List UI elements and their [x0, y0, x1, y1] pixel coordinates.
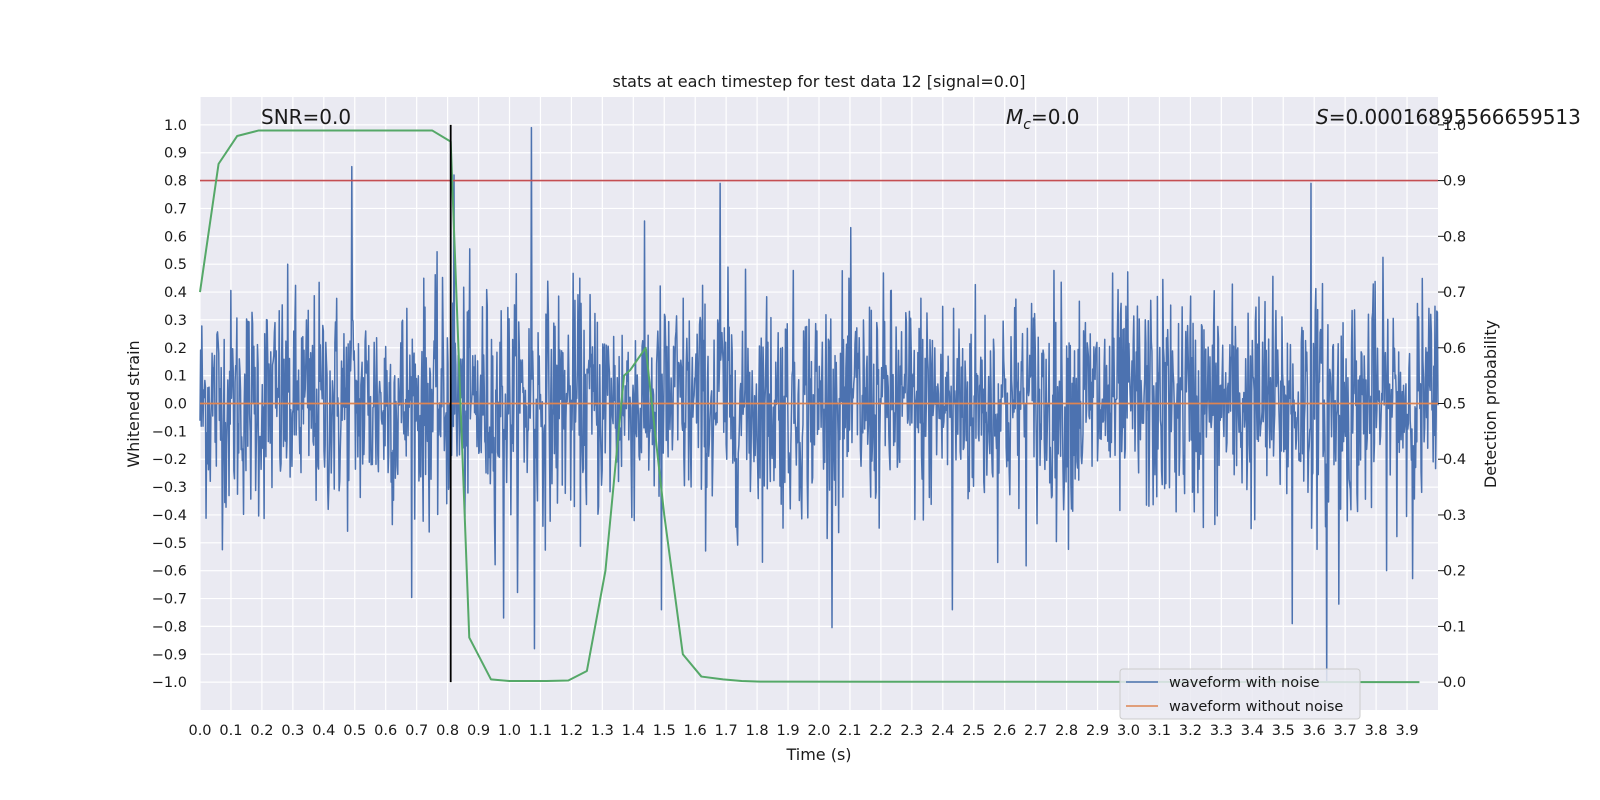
y-tick-label: −0.9 [152, 647, 187, 663]
y-tick-label: 0.4 [164, 285, 187, 301]
x-tick-label: 3.8 [1365, 723, 1388, 739]
x-tick-label: 2.9 [1086, 723, 1109, 739]
chirp-mass-value: =0.0 [1031, 105, 1080, 129]
x-tick-label: 2.7 [1024, 723, 1047, 739]
x-tick-label: 1.6 [684, 723, 707, 739]
y-tick-label: −0.1 [152, 424, 187, 440]
x-tick-label: 2.8 [1055, 723, 1078, 739]
x-tick-label: 3.2 [1179, 723, 1202, 739]
s-symbol: S [1316, 105, 1329, 129]
x-tick-label: 3.3 [1210, 723, 1233, 739]
x-tick-label: 2.5 [962, 723, 985, 739]
y-tick-label: 0.5 [164, 257, 187, 273]
y-right-tick-label: 0.9 [1443, 174, 1466, 190]
x-tick-label: 3.7 [1334, 723, 1357, 739]
x-tick-label: 3.9 [1396, 723, 1419, 739]
y-right-tick-label: 1.0 [1443, 118, 1466, 134]
y-right-tick-label: 0.5 [1443, 397, 1466, 413]
x-tick-label: 1.8 [746, 723, 769, 739]
detection-probability-line [199, 129, 1420, 684]
tick-labels: 0.0 0.1 0.2 0.3 0.4 0.5 0.6 0.7 0.8 0.9 1.0 1.1 1.2 1… [152, 118, 1466, 739]
x-tick-label: 0.9 [467, 723, 490, 739]
waveform-with-noise-series [199, 126, 1439, 683]
x-tick-label: 3.5 [1272, 723, 1295, 739]
x-tick-label: 2.0 [807, 723, 830, 739]
x-axis-label: Time (s) [785, 745, 851, 764]
y-right-tick-label: 0.0 [1443, 675, 1466, 691]
x-tick-label: 2.1 [838, 723, 861, 739]
y-right-tick-label: 0.2 [1443, 564, 1466, 580]
x-tick-label: 1.5 [653, 723, 676, 739]
x-tick-label: 0.4 [312, 723, 335, 739]
x-tick-label: 0.8 [436, 723, 459, 739]
chirp-mass-annotation: Mc=0.0 [1006, 105, 1080, 133]
legend-label-clean: waveform without noise [1169, 699, 1343, 715]
x-tick-label: 3.1 [1148, 723, 1171, 739]
s-value: =0.00016895566659513 [1329, 105, 1581, 129]
x-tick-label: 2.2 [869, 723, 892, 739]
line-series [199, 124, 1438, 684]
y-right-tick-label: 0.6 [1443, 341, 1466, 357]
x-tick-label: 0.5 [343, 723, 366, 739]
y-tick-label: −0.6 [152, 564, 187, 580]
y-tick-label: 0.2 [164, 341, 187, 357]
x-tick-label: 0.3 [281, 723, 304, 739]
y-tick-label: 0.1 [164, 369, 187, 385]
x-tick-label: 1.9 [777, 723, 800, 739]
x-tick-label: 1.7 [715, 723, 738, 739]
x-tick-label: 1.4 [622, 723, 645, 739]
x-tick-label: 3.6 [1303, 723, 1326, 739]
x-tick-label: 0.1 [219, 723, 242, 739]
x-tick-label: 0.0 [188, 723, 211, 739]
y-axis-label: Whitened strain [124, 340, 143, 467]
legend-label-noise: waveform with noise [1169, 675, 1320, 691]
chirp-mass-subscript: c [1023, 117, 1031, 133]
y-right-tick-label: 0.1 [1443, 619, 1466, 635]
x-tick-label: 3.4 [1241, 723, 1264, 739]
legend: waveform with noise waveform without noi… [1119, 668, 1361, 720]
x-tick-label: 2.6 [993, 723, 1016, 739]
y-right-tick-label: 0.8 [1443, 229, 1466, 245]
y-tick-label: −0.2 [152, 452, 187, 468]
x-tick-label: 0.7 [405, 723, 428, 739]
x-tick-label: 1.3 [591, 723, 614, 739]
x-tick-label: 3.0 [1117, 723, 1140, 739]
x-tick-label: 2.3 [900, 723, 923, 739]
y-tick-label: −0.8 [152, 619, 187, 635]
y-right-tick-label: 0.4 [1443, 452, 1466, 468]
s-annotation: S=0.00016895566659513 [1316, 105, 1581, 129]
y-tick-label: 1.0 [164, 118, 187, 134]
y-axis-right-label: Detection probability [1481, 320, 1500, 488]
y-right-tick-label: 0.3 [1443, 508, 1466, 524]
x-tick-label: 1.2 [560, 723, 583, 739]
x-tick-label: 2.4 [931, 723, 954, 739]
y-right-tick-label: 0.7 [1443, 285, 1466, 301]
y-tick-label: −0.3 [152, 480, 187, 496]
y-tick-label: 0.9 [164, 146, 187, 162]
y-tick-label: 0.3 [164, 313, 187, 329]
chart-title: stats at each timestep for test data 12 … [613, 72, 1026, 91]
y-tick-label: 0.6 [164, 229, 187, 245]
x-tick-label: 1.1 [529, 723, 552, 739]
x-tick-label: 1.0 [498, 723, 521, 739]
y-tick-label: 0.8 [164, 174, 187, 190]
y-tick-label: −0.7 [152, 592, 187, 608]
legend-box [1119, 668, 1361, 720]
y-tick-label: −0.5 [152, 536, 187, 552]
chirp-mass-symbol: M [1006, 105, 1023, 129]
x-tick-label: 0.6 [374, 723, 397, 739]
x-tick-label: 0.2 [250, 723, 273, 739]
y-tick-label: −0.4 [152, 508, 187, 524]
waveform-with-noise-line [199, 126, 1439, 683]
snr-annotation: SNR=0.0 [261, 105, 351, 129]
y-tick-label: 0.7 [164, 201, 187, 217]
y-tick-label: −1.0 [152, 675, 187, 691]
y-tick-label: 0.0 [164, 397, 187, 413]
